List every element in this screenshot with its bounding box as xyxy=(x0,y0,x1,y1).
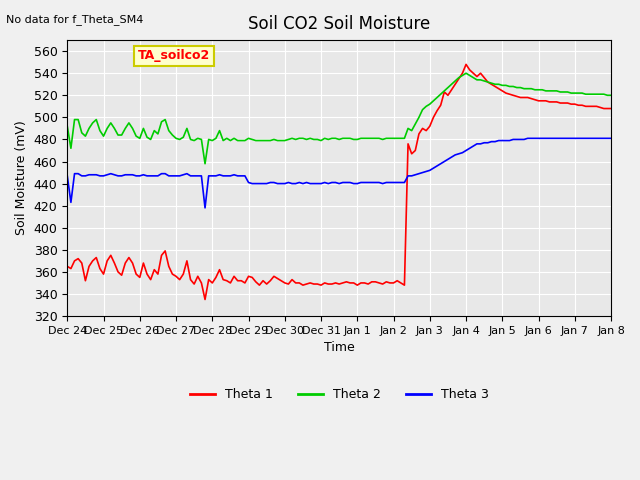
Theta 3 xyxy=(259,180,267,186)
Theta 1 xyxy=(448,87,456,93)
Theta 1 xyxy=(397,280,404,286)
Theta 2 xyxy=(462,71,470,76)
Theta 1 xyxy=(63,264,71,269)
Y-axis label: Soil Moisture (mV): Soil Moisture (mV) xyxy=(15,120,28,236)
Theta 3 xyxy=(201,205,209,211)
Theta 1 xyxy=(412,148,419,154)
Theta 3 xyxy=(397,180,404,185)
Text: No data for f_Theta_SM4: No data for f_Theta_SM4 xyxy=(6,14,144,25)
Line: Theta 1: Theta 1 xyxy=(67,64,611,300)
X-axis label: Time: Time xyxy=(324,341,355,354)
Theta 3 xyxy=(63,173,71,179)
Theta 3 xyxy=(412,172,419,178)
Theta 3 xyxy=(332,180,339,185)
Theta 2 xyxy=(604,93,611,98)
Theta 1 xyxy=(201,297,209,302)
Theta 2 xyxy=(259,138,267,144)
Theta 2 xyxy=(448,82,456,87)
Theta 1 xyxy=(607,106,615,111)
Legend: Theta 1, Theta 2, Theta 3: Theta 1, Theta 2, Theta 3 xyxy=(185,383,493,406)
Theta 1 xyxy=(332,280,339,286)
Theta 3 xyxy=(524,135,532,141)
Theta 2 xyxy=(397,135,404,141)
Line: Theta 3: Theta 3 xyxy=(67,138,611,208)
Theta 1 xyxy=(259,278,267,284)
Theta 2 xyxy=(412,121,419,127)
Theta 2 xyxy=(607,93,615,98)
Theta 2 xyxy=(201,161,209,167)
Theta 3 xyxy=(604,135,611,141)
Theta 2 xyxy=(63,123,71,129)
Title: Soil CO2 Soil Moisture: Soil CO2 Soil Moisture xyxy=(248,15,430,33)
Theta 1 xyxy=(604,106,611,111)
Line: Theta 2: Theta 2 xyxy=(67,73,611,164)
Theta 3 xyxy=(448,154,456,160)
Text: TA_soilco2: TA_soilco2 xyxy=(138,49,210,62)
Theta 1 xyxy=(462,61,470,67)
Theta 2 xyxy=(332,135,339,141)
Theta 3 xyxy=(607,135,615,141)
